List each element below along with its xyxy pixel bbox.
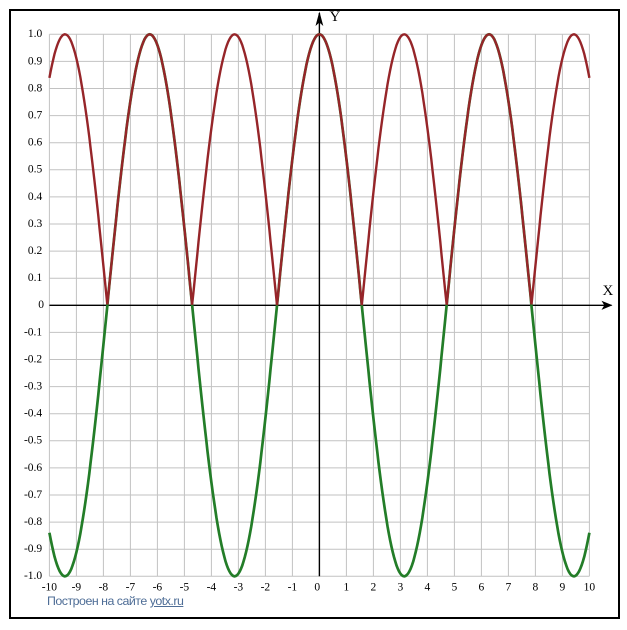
svg-text:2: 2 xyxy=(371,582,377,594)
svg-text:0.9: 0.9 xyxy=(28,55,43,67)
svg-text:1.0: 1.0 xyxy=(28,28,43,40)
svg-text:0.5: 0.5 xyxy=(28,164,43,176)
svg-text:5: 5 xyxy=(452,582,458,594)
svg-text:-0.7: -0.7 xyxy=(24,489,42,501)
svg-text:0.6: 0.6 xyxy=(28,137,43,149)
svg-text:-0.2: -0.2 xyxy=(24,353,42,365)
svg-text:10: 10 xyxy=(584,582,596,594)
svg-text:-10: -10 xyxy=(42,582,58,594)
svg-text:0.1: 0.1 xyxy=(28,272,43,284)
svg-text:0.8: 0.8 xyxy=(28,82,43,94)
svg-text:-6: -6 xyxy=(153,582,163,594)
svg-text:-0.5: -0.5 xyxy=(24,435,42,447)
svg-text:9: 9 xyxy=(560,582,566,594)
svg-text:-0.3: -0.3 xyxy=(24,381,42,393)
svg-text:-5: -5 xyxy=(180,582,190,594)
svg-text:-8: -8 xyxy=(99,582,109,594)
svg-text:-0.1: -0.1 xyxy=(24,326,42,338)
svg-text:X: X xyxy=(603,283,614,299)
svg-text:6: 6 xyxy=(479,582,485,594)
svg-text:-3: -3 xyxy=(234,582,244,594)
svg-text:-1: -1 xyxy=(288,582,298,594)
svg-text:8: 8 xyxy=(533,582,539,594)
svg-text:3: 3 xyxy=(398,582,404,594)
svg-text:0.3: 0.3 xyxy=(28,218,43,230)
svg-text:1: 1 xyxy=(344,582,350,594)
svg-text:7: 7 xyxy=(506,582,512,594)
svg-text:-4: -4 xyxy=(207,582,217,594)
svg-text:-2: -2 xyxy=(261,582,271,594)
svg-text:0: 0 xyxy=(38,299,44,311)
svg-text:-7: -7 xyxy=(126,582,136,594)
svg-text:0: 0 xyxy=(314,582,320,594)
svg-text:0.4: 0.4 xyxy=(28,191,43,203)
svg-text:0.7: 0.7 xyxy=(28,110,43,122)
svg-text:Y: Y xyxy=(330,9,341,25)
svg-text:-0.4: -0.4 xyxy=(24,408,42,420)
svg-text:-0.9: -0.9 xyxy=(24,543,42,555)
svg-text:-0.8: -0.8 xyxy=(24,516,42,528)
svg-text:-9: -9 xyxy=(72,582,82,594)
svg-text:0.2: 0.2 xyxy=(28,245,43,257)
svg-text:-1.0: -1.0 xyxy=(24,570,42,582)
svg-text:4: 4 xyxy=(425,582,431,594)
svg-text:-0.6: -0.6 xyxy=(24,462,42,474)
